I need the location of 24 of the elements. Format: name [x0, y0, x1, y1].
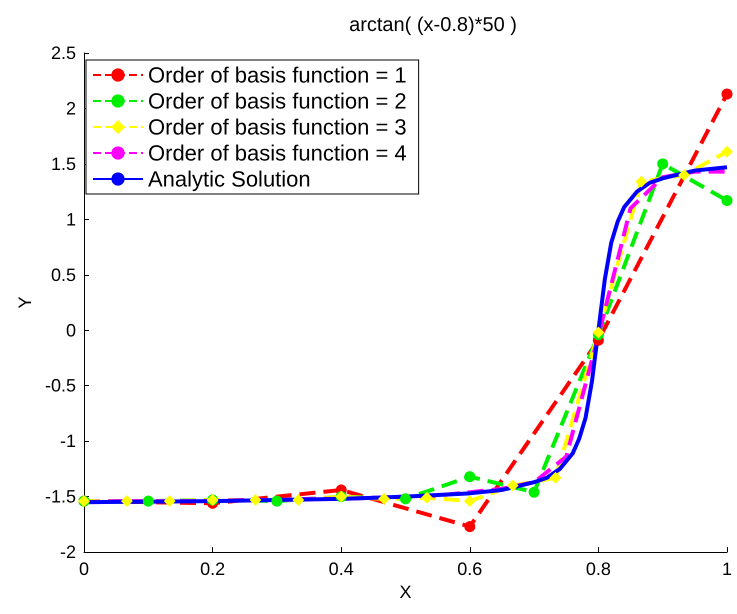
y-tick-label: -1.5 — [44, 486, 76, 507]
x-tick-label: 0 — [78, 559, 90, 580]
x-tick-label: 0.8 — [586, 559, 611, 580]
y-axis-title: Y — [15, 296, 35, 309]
chart-title: arctan( (x-0.8)*50 ) — [349, 14, 517, 36]
y-tick-label: 0 — [66, 320, 76, 340]
y-tick-label: -2 — [60, 542, 76, 562]
x-tick-label: 0.6 — [457, 559, 482, 580]
y-tick-label: 0.5 — [50, 264, 76, 285]
legend-label: Order of basis function = 2 — [148, 88, 407, 114]
y-tick-label: 1.5 — [50, 154, 76, 174]
x-tick-label: 1 — [722, 559, 732, 580]
y-tick-label: -0.5 — [44, 376, 76, 396]
y-tick-label: 2 — [66, 98, 76, 118]
x-axis-title: X — [399, 582, 412, 602]
y-tick-label: 1 — [66, 209, 76, 230]
legend-label: Analytic Solution — [148, 166, 311, 192]
y-tick-label: 2.5 — [50, 43, 76, 63]
legend-label: Order of basis function = 4 — [148, 140, 407, 166]
y-tick-label: -1 — [60, 431, 76, 452]
x-tick-label: 0.4 — [328, 559, 354, 580]
legend-label: Order of basis function = 3 — [148, 114, 407, 140]
legend-label: Order of basis function = 1 — [148, 62, 407, 88]
x-tick-label: 0.2 — [200, 559, 226, 580]
